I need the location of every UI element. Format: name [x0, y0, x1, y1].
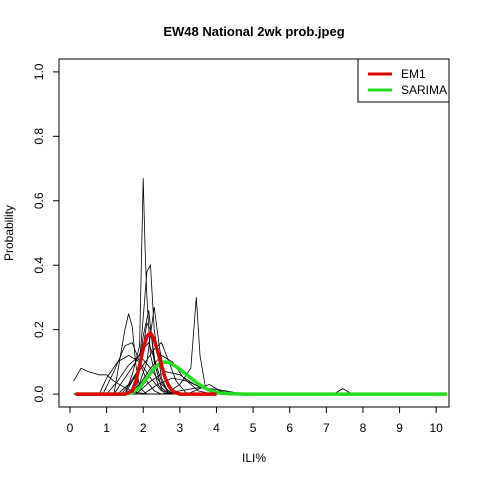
- y-tick-label: 1.0: [32, 63, 46, 80]
- background-series-line-20: [73, 341, 448, 395]
- x-tick-label: 4: [213, 421, 220, 435]
- background-series-line-15: [73, 321, 448, 395]
- background-series-line-3: [73, 178, 448, 395]
- x-tick-label: 2: [140, 421, 147, 435]
- x-tick-label: 10: [430, 421, 444, 435]
- x-tick-label: 9: [396, 421, 403, 435]
- x-tick-label: 7: [323, 421, 330, 435]
- y-axis-label: Probability: [2, 205, 16, 261]
- x-axis-label: ILI%: [242, 451, 266, 465]
- y-tick-label: 0.6: [32, 192, 46, 209]
- background-series-line-1: [73, 367, 448, 395]
- legend: EM1 SARIMA: [357, 58, 450, 103]
- background-series-line-10: [73, 354, 448, 395]
- legend-label-sarima: SARIMA: [401, 83, 447, 97]
- x-tick-label: 1: [103, 421, 110, 435]
- legend-label-em1: EM1: [401, 67, 426, 81]
- x-tick-label: 8: [360, 421, 367, 435]
- background-series-line-2: [73, 313, 448, 395]
- x-tick-label: 3: [177, 421, 184, 435]
- y-tick-label: 0.8: [32, 128, 46, 145]
- y-tick-label: 0.2: [32, 321, 46, 338]
- series-line-em1: [75, 331, 217, 396]
- x-axis: 0 1 2 3 4 5 6 7 8 9 10: [67, 407, 444, 435]
- x-tick-label: 5: [250, 421, 257, 435]
- y-axis: 0.0 0.2 0.4 0.6 0.8 1.0: [32, 63, 59, 402]
- y-tick-label: 0.4: [32, 257, 46, 274]
- background-series-line-9: [73, 342, 448, 395]
- x-tick-label: 0: [67, 421, 74, 435]
- chart-title: EW48 National 2wk prob.jpeg: [163, 24, 344, 39]
- legend-box: [357, 58, 450, 103]
- y-tick-label: 0.0: [32, 385, 46, 402]
- main-series-group: [75, 331, 448, 396]
- plot-frame: [58, 58, 450, 408]
- x-tick-label: 6: [286, 421, 293, 435]
